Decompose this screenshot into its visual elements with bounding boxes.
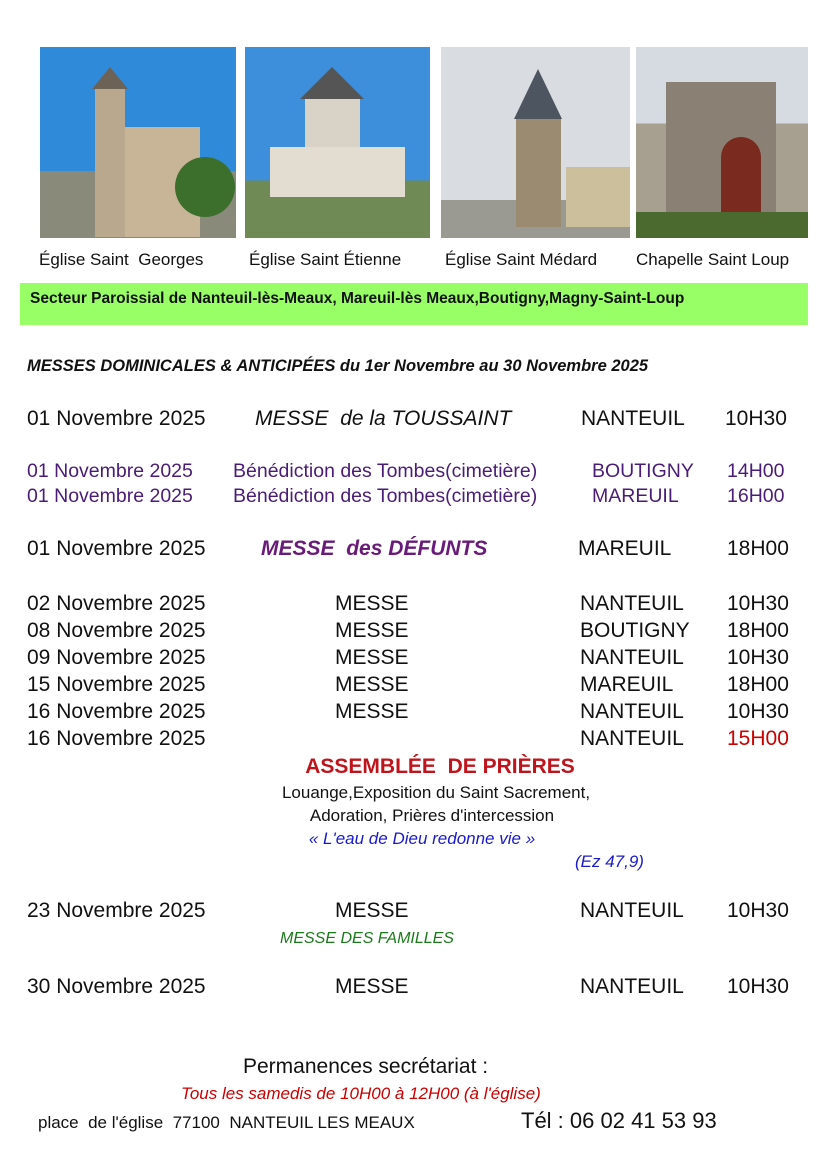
event: MESSE xyxy=(335,700,409,723)
place: NANTEUIL xyxy=(580,727,684,750)
date: 09 Novembre 2025 xyxy=(27,646,206,669)
date: 15 Novembre 2025 xyxy=(27,673,206,696)
caption-saint-georges: Église Saint Georges xyxy=(39,250,204,269)
time: 10H30 xyxy=(727,700,789,723)
footer-phone: Tél : 06 02 41 53 93 xyxy=(521,1108,717,1133)
photo-chapelle-saint-loup xyxy=(636,47,808,238)
photo-eglise-saint-medard xyxy=(441,47,630,238)
place: NANTEUIL xyxy=(580,592,684,615)
event: MESSE des DÉFUNTS xyxy=(261,537,488,560)
caption-saint-medard: Église Saint Médard xyxy=(445,250,598,269)
time: 16H00 xyxy=(727,485,785,507)
page-heading: MESSES DOMINICALES & ANTICIPÉES du 1er N… xyxy=(27,357,649,375)
time: 10H30 xyxy=(727,646,789,669)
event: MESSE xyxy=(335,592,409,615)
time: 18H00 xyxy=(727,619,789,642)
assembly-line1: Louange,Exposition du Saint Sacrement, xyxy=(281,783,591,802)
assembly-title: ASSEMBLÉE DE PRIÈRES xyxy=(305,755,575,778)
date: 16 Novembre 2025 xyxy=(27,727,206,750)
date: 30 Novembre 2025 xyxy=(27,975,206,998)
footer-title: Permanences secrétariat : xyxy=(243,1055,489,1078)
time: 10H30 xyxy=(727,592,789,615)
place: MAREUIL xyxy=(578,537,672,560)
sector-text: Secteur Paroissial de Nanteuil-lès-Meaux… xyxy=(30,290,685,307)
event: MESSE xyxy=(335,619,409,642)
date: 02 Novembre 2025 xyxy=(27,592,206,615)
place: NANTEUIL xyxy=(580,700,684,723)
event: MESSE xyxy=(335,673,409,696)
place: NANTEUIL xyxy=(580,899,684,922)
sector-banner: Secteur Paroissial de Nanteuil-lès-Meaux… xyxy=(20,283,808,325)
date: 01 Novembre 2025 xyxy=(27,537,206,560)
assembly-line2: Adoration, Prières d'intercession xyxy=(309,806,555,825)
date: 01 Novembre 2025 xyxy=(27,485,193,507)
place: MAREUIL xyxy=(592,485,679,507)
date: 01 Novembre 2025 xyxy=(27,407,206,430)
time: 10H30 xyxy=(727,975,789,998)
time: 10H30 xyxy=(727,899,789,922)
date: 08 Novembre 2025 xyxy=(27,619,206,642)
time: 18H00 xyxy=(727,673,789,696)
event: MESSE xyxy=(335,899,409,922)
event: MESSE de la TOUSSAINT xyxy=(255,407,512,430)
place: NANTEUIL xyxy=(580,975,684,998)
caption-saint-etienne: Église Saint Étienne xyxy=(249,250,402,269)
time: 14H00 xyxy=(727,460,785,482)
time: 18H00 xyxy=(727,537,789,560)
caption-saint-loup: Chapelle Saint Loup xyxy=(636,250,790,269)
assembly-quote: « L'eau de Dieu redonne vie » xyxy=(308,829,536,848)
place: BOUTIGNY xyxy=(580,619,690,642)
place: MAREUIL xyxy=(580,673,674,696)
photo-eglise-saint-etienne xyxy=(245,47,430,238)
assembly-reference: (Ez 47,9) xyxy=(575,852,644,871)
footer-hours: Tous les samedis de 10H00 à 12H00 (à l'é… xyxy=(181,1084,541,1103)
photo-eglise-saint-georges xyxy=(40,47,236,238)
footer-address: place de l'église 77100 NANTEUIL LES MEA… xyxy=(38,1113,415,1132)
time: 15H00 xyxy=(727,727,789,750)
event: MESSE xyxy=(335,975,409,998)
time: 10H30 xyxy=(725,407,787,430)
familles-note: MESSE DES FAMILLES xyxy=(280,930,454,947)
date: 16 Novembre 2025 xyxy=(27,700,206,723)
event: MESSE xyxy=(335,646,409,669)
event: Bénédiction des Tombes(cimetière) xyxy=(233,460,538,482)
date: 23 Novembre 2025 xyxy=(27,899,206,922)
place: BOUTIGNY xyxy=(592,460,694,482)
event: Bénédiction des Tombes(cimetière) xyxy=(233,485,538,507)
place: NANTEUIL xyxy=(580,646,684,669)
place: NANTEUIL xyxy=(581,407,685,430)
date: 01 Novembre 2025 xyxy=(27,460,193,482)
